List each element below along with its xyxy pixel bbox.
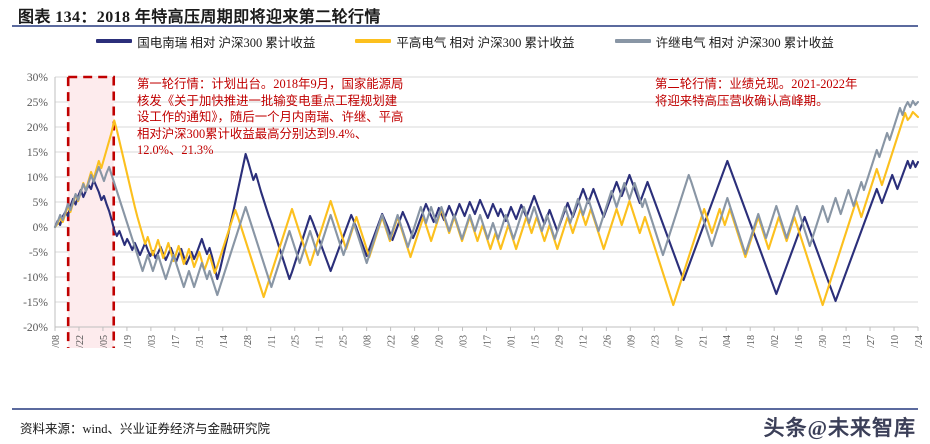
x-axis-tick-label: 2019/10/07 <box>674 335 685 348</box>
y-axis-tick-label: -15% <box>23 297 48 309</box>
legend-label-guodian-nanrui: 国电南瑞 相对 沪深300 累计收益 <box>137 35 316 50</box>
y-axis-tick-label: 5% <box>33 197 49 209</box>
x-axis-tick-label: 2019/05/06 <box>411 335 422 348</box>
x-axis-tick-label: 2019/07/15 <box>530 335 541 348</box>
x-axis-tick-label: 2018/12/17 <box>171 335 182 348</box>
legend-label-xuji-dianqi: 许继电气 相对 沪深300 累计收益 <box>655 35 834 50</box>
x-axis-tick-label: 2018/10/22 <box>75 335 86 348</box>
x-axis-tick-label: 2019/11/04 <box>722 335 733 348</box>
x-axis-tick-label: 2019/06/17 <box>483 335 494 348</box>
x-axis-tick-label: 2019/09/09 <box>626 335 637 348</box>
x-axis-tick-label: 2019/10/21 <box>698 335 709 348</box>
x-axis-tick-label: 2019/05/20 <box>435 335 446 348</box>
line-chart: 30%25%20%15%10%5%0%-5%-10%-15%-20%2018/1… <box>23 72 925 348</box>
x-axis-tick-label: 2019/01/14 <box>219 335 230 348</box>
title-divider <box>12 25 918 27</box>
x-axis-tick-label: 2019/07/29 <box>554 335 565 348</box>
chart-legend: 国电南瑞 相对 沪深300 累计收益 平高电气 相对 沪深300 累计收益 许继电气… <box>0 31 930 51</box>
x-axis-tick-label: 2019/07/01 <box>506 335 517 348</box>
first-rally-highlight-fill <box>68 77 114 348</box>
source-note: 资料来源：wind、兴业证券经济与金融研究院 <box>20 422 271 436</box>
y-axis-tick-label: -10% <box>23 272 48 284</box>
y-axis-tick-label: 20% <box>27 122 49 134</box>
x-axis-tick-label: 2018/11/05 <box>99 335 110 348</box>
y-axis-tick-label: 30% <box>27 72 49 84</box>
x-axis-tick-label: 2019/12/30 <box>818 335 829 348</box>
x-axis-tick-label: 2020/02/10 <box>890 335 901 348</box>
x-axis-tick-label: 2019/09/23 <box>650 335 661 348</box>
x-axis-tick-label: 2019/03/11 <box>315 335 326 348</box>
x-axis-tick-label: 2020/01/13 <box>842 335 853 348</box>
first-rally-annotation: 第一轮行情：计划出台。2018年9月，国家能源局核发《关于加快推进一批输变电重点… <box>137 77 404 158</box>
x-axis-tick-label: 2019/12/16 <box>794 335 805 348</box>
legend-item-xuji-dianqi[interactable]: 许继电气 相对 沪深300 累计收益 <box>614 32 834 51</box>
y-axis-tick-label: 10% <box>27 172 49 184</box>
x-axis-tick-label: 2020/01/27 <box>866 335 877 348</box>
x-axis-tick-label: 2019/01/28 <box>243 335 254 348</box>
x-axis-tick-label: 2019/12/02 <box>770 335 781 348</box>
x-axis-tick-label: 2018/10/08 <box>51 335 62 348</box>
y-axis-tick-label: 25% <box>27 97 49 109</box>
x-axis-tick-label: 2019/02/25 <box>291 335 302 348</box>
chart-plot-area: 30%25%20%15%10%5%0%-5%-10%-15%-20%2018/1… <box>0 58 930 348</box>
x-axis-tick-label: 2019/04/22 <box>387 335 398 348</box>
watermark: 头条@未来智库 <box>763 416 916 440</box>
second-rally-annotation: 第二轮行情：业绩兑现。2021-2022年将迎来特高压营收确认高峰期。 <box>655 77 858 108</box>
legend-label-pinggao-dianqi: 平高电气 相对 沪深300 累计收益 <box>396 35 575 50</box>
y-axis-tick-label: 0% <box>33 222 49 234</box>
series-line-xuji-dianqi <box>53 99 920 297</box>
x-axis-tick-label: 2018/12/31 <box>195 335 206 348</box>
x-axis-tick-label: 2018/12/03 <box>147 335 158 348</box>
x-axis-tick-label: 2018/11/19 <box>123 335 134 348</box>
x-axis-tick-label: 2019/03/25 <box>339 335 350 348</box>
y-axis-tick-label: 15% <box>27 147 49 159</box>
y-axis-tick-label: -20% <box>23 322 48 334</box>
x-axis-tick-label: 2019/08/12 <box>578 335 589 348</box>
x-axis-tick-label: 2019/11/18 <box>746 335 757 348</box>
y-axis-tick-label: -5% <box>29 247 49 259</box>
legend-swatch-xuji-dianqi <box>614 39 651 43</box>
x-axis-tick-label: 2019/04/08 <box>363 335 374 348</box>
footer-divider <box>12 408 918 410</box>
x-axis-tick-label: 2019/08/26 <box>602 335 613 348</box>
x-axis-tick-label: 2020/02/24 <box>914 335 925 348</box>
legend-swatch-pinggao-dianqi <box>355 39 392 43</box>
legend-item-guodian-nanrui[interactable]: 国电南瑞 相对 沪深300 累计收益 <box>96 32 315 51</box>
legend-item-pinggao-dianqi[interactable]: 平高电气 相对 沪深300 累计收益 <box>355 32 575 51</box>
series-line-guodian-nanrui <box>53 152 920 303</box>
page-title: 图表 134：2018 年特高压周期即将迎来第二轮行情 <box>18 9 381 26</box>
x-axis-tick-label: 2019/02/11 <box>267 335 278 348</box>
x-axis-tick-label: 2019/06/03 <box>459 335 470 348</box>
legend-swatch-guodian-nanrui <box>96 39 133 43</box>
